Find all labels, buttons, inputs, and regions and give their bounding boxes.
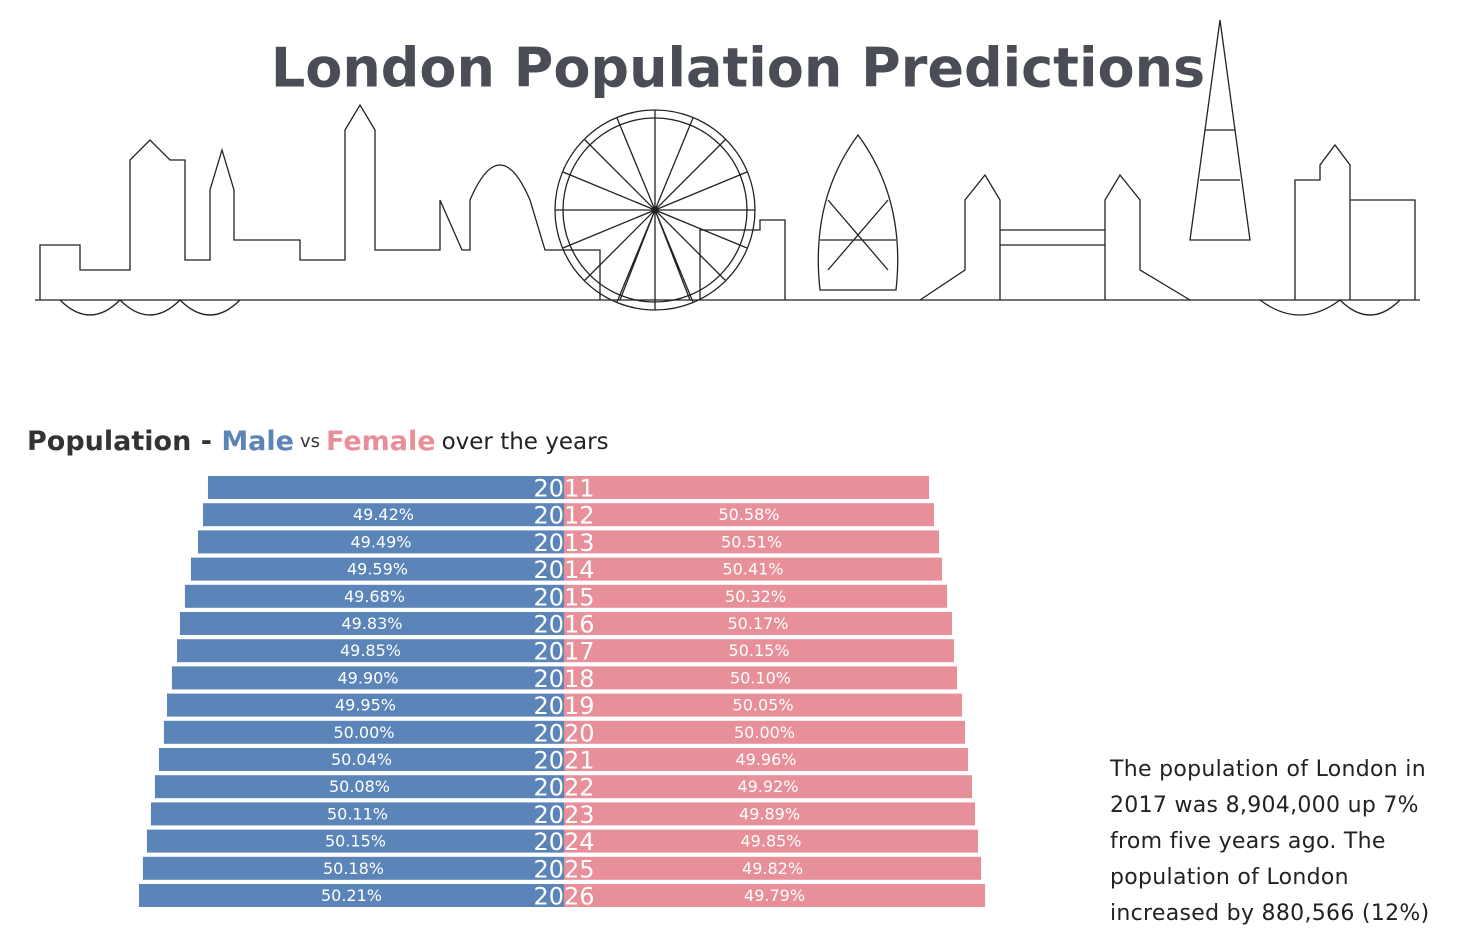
data-label: 49.68% (344, 587, 405, 606)
year-label: 2013 (533, 529, 594, 557)
skyline-drawing (35, 19, 1420, 316)
year-label: 2017 (533, 638, 594, 666)
year-label: 2015 (533, 583, 594, 611)
year-label: 2020 (533, 719, 594, 747)
chart-title: London Population Predictions (271, 37, 1205, 100)
bar (564, 584, 948, 608)
bar (171, 666, 564, 690)
data-label: 50.51% (721, 532, 782, 551)
bar (564, 557, 943, 581)
bar (207, 476, 564, 499)
bar (150, 802, 564, 826)
data-label: 49.42% (353, 505, 414, 524)
data-label: 49.90% (337, 668, 398, 687)
data-label: 49.96% (735, 750, 796, 769)
data-label: 49.95% (335, 696, 396, 715)
data-label: 50.00% (333, 723, 394, 742)
bar (564, 666, 958, 690)
bar (190, 557, 565, 581)
data-label: 49.92% (737, 777, 798, 796)
bar (564, 802, 976, 826)
data-label: 49.85% (340, 641, 401, 660)
year-label: 2014 (533, 556, 594, 584)
data-label: 50.21% (321, 886, 382, 905)
year-label: 2022 (533, 774, 594, 802)
subtitle-vs: vs (300, 431, 320, 452)
data-label: 50.17% (728, 614, 789, 633)
bar (564, 693, 963, 717)
data-label: 50.05% (733, 696, 794, 715)
year-label: 2025 (533, 855, 594, 883)
data-label: 50.08% (329, 777, 390, 796)
data-label: 49.85% (741, 832, 802, 851)
data-label: 49.89% (739, 804, 800, 823)
data-label: 50.58% (718, 505, 779, 524)
bar (158, 748, 564, 771)
bar (177, 639, 565, 663)
year-label: 2024 (533, 828, 594, 856)
data-label: 50.04% (331, 750, 392, 769)
bar (202, 503, 564, 527)
subtitle-lead: Population - (27, 426, 221, 457)
bar (564, 884, 986, 907)
bar (564, 748, 968, 771)
year-label: 2012 (533, 502, 594, 530)
data-label: 50.15% (729, 641, 790, 660)
data-label: 50.41% (723, 560, 784, 579)
dashboard: London Population Predictions Population… (27, 19, 1420, 909)
legend-female: Female (326, 426, 436, 457)
bar (564, 530, 940, 554)
bar (163, 720, 564, 744)
bar (564, 476, 930, 499)
data-label: 50.32% (725, 587, 786, 606)
year-label: 2021 (533, 747, 594, 775)
bar (154, 775, 565, 799)
bar (564, 720, 966, 744)
year-label: 2011 (533, 475, 594, 503)
chart-subtitle: Population - Male vs Female over the years (27, 426, 609, 457)
year-label: 2016 (533, 611, 594, 639)
data-label: 50.18% (323, 859, 384, 878)
data-label: 49.79% (744, 886, 805, 905)
bar (564, 612, 953, 635)
data-label: 49.59% (347, 560, 408, 579)
pyramid: 49.42% 49.49% 49.59% 49.68% 49.83% 49.85% 49.9… (139, 475, 986, 909)
data-label: 50.11% (327, 804, 388, 823)
bar (139, 884, 564, 907)
bar (184, 584, 564, 608)
bar (564, 639, 955, 663)
page: London Population Predictions Population… (27, 19, 1430, 926)
year-label: 2019 (533, 692, 594, 720)
bar (564, 829, 979, 853)
data-label: 50.00% (734, 723, 795, 742)
data-label: 50.10% (730, 668, 791, 687)
bar (166, 693, 564, 717)
legend-male: Male (221, 426, 294, 457)
summary-note: The population of London in 2017 was 8,9… (1110, 757, 1430, 926)
subtitle-tail: over the years (442, 429, 609, 455)
bar (179, 612, 565, 635)
year-label: 2023 (533, 801, 594, 829)
bar (564, 503, 935, 527)
data-label: 50.15% (325, 832, 386, 851)
bar (146, 829, 564, 853)
bar (564, 856, 982, 880)
data-label: 49.49% (350, 532, 411, 551)
data-label: 49.83% (341, 614, 402, 633)
year-label: 2018 (533, 665, 594, 693)
data-label: 49.82% (742, 859, 803, 878)
bar (142, 856, 564, 880)
bar (198, 530, 564, 554)
bar (564, 775, 973, 799)
year-label: 2026 (533, 883, 594, 909)
